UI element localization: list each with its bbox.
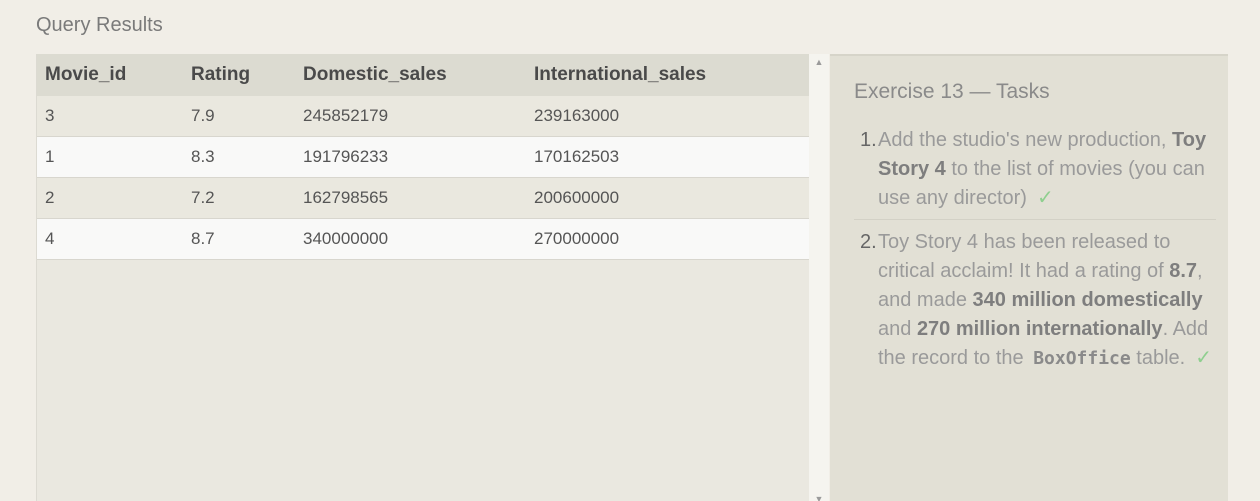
results-panel: Movie_id Rating Domestic_sales Internati… bbox=[36, 54, 809, 501]
task-item: 1. Add the studio's new production, Toy … bbox=[854, 126, 1216, 220]
cell-movie-id: 4 bbox=[37, 218, 183, 260]
cell-domestic-sales: 162798565 bbox=[295, 177, 526, 219]
task-item: 2. Toy Story 4 has been released to crit… bbox=[854, 228, 1216, 373]
table-row: 2 7.2 162798565 200600000 bbox=[37, 177, 809, 219]
task-text: Toy Story 4 has been released to critica… bbox=[878, 231, 1171, 282]
table-row: 1 8.3 191796233 170162503 bbox=[37, 136, 809, 178]
cell-domestic-sales: 245852179 bbox=[295, 96, 526, 137]
table-row: 3 7.9 245852179 239163000 bbox=[37, 96, 809, 137]
cell-movie-id: 3 bbox=[37, 96, 183, 137]
tasks-title: Exercise 13 — Tasks bbox=[854, 80, 1050, 103]
table-row: 4 8.7 340000000 270000000 bbox=[37, 218, 809, 260]
scroll-down-arrow-icon[interactable]: ▼ bbox=[814, 494, 824, 501]
task-list: 1. Add the studio's new production, Toy … bbox=[854, 126, 1216, 373]
cell-international-sales: 270000000 bbox=[526, 218, 809, 260]
cell-international-sales: 239163000 bbox=[526, 96, 809, 137]
cell-rating: 8.7 bbox=[183, 218, 295, 260]
task-text: to the list of movies (you can use any d… bbox=[878, 158, 1205, 209]
task-highlight: 340 million domestically bbox=[972, 289, 1203, 311]
scroll-up-arrow-icon[interactable]: ▲ bbox=[814, 57, 824, 67]
task-highlight: Toy Story 4 bbox=[878, 129, 1207, 180]
tasks-panel: Exercise 13 — Tasks 1. Add the studio's … bbox=[830, 54, 1228, 501]
column-header-domestic-sales: Domestic_sales bbox=[295, 54, 526, 96]
checkmark-icon: ✓ bbox=[1036, 187, 1054, 209]
cell-domestic-sales: 191796233 bbox=[295, 136, 526, 178]
task-text: Add the studio's new production, bbox=[878, 129, 1173, 151]
task-text: and bbox=[878, 318, 917, 340]
column-header-rating: Rating bbox=[183, 54, 295, 96]
column-header-international-sales: International_sales bbox=[526, 54, 809, 96]
table-name-code: BoxOffice bbox=[1033, 348, 1131, 369]
results-scrollbar[interactable]: ▲ ▼ bbox=[809, 54, 829, 501]
checkmark-icon: ✓ bbox=[1195, 347, 1212, 369]
task-highlight: 8.7 bbox=[1169, 260, 1198, 282]
cell-rating: 7.2 bbox=[183, 177, 295, 219]
cell-international-sales: 200600000 bbox=[526, 177, 809, 219]
cell-domestic-sales: 340000000 bbox=[295, 218, 526, 260]
cell-rating: 8.3 bbox=[183, 136, 295, 178]
task-number: 2. bbox=[860, 231, 877, 253]
task-text: , and made bbox=[878, 260, 1203, 311]
task-number: 1. bbox=[860, 129, 877, 151]
table-header-row: Movie_id Rating Domestic_sales Internati… bbox=[37, 54, 809, 96]
cell-movie-id: 2 bbox=[37, 177, 183, 219]
cell-international-sales: 170162503 bbox=[526, 136, 809, 178]
results-table: Movie_id Rating Domestic_sales Internati… bbox=[37, 54, 809, 260]
query-results-title: Query Results bbox=[36, 14, 163, 36]
task-text: . Add the record to the bbox=[878, 318, 1209, 369]
task-text: table. bbox=[1130, 347, 1186, 369]
column-header-movie-id: Movie_id bbox=[37, 54, 183, 96]
cell-movie-id: 1 bbox=[37, 136, 183, 178]
cell-rating: 7.9 bbox=[183, 96, 295, 137]
task-highlight: 270 million internationally bbox=[916, 318, 1163, 340]
